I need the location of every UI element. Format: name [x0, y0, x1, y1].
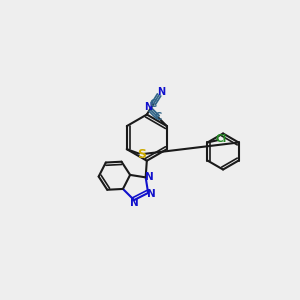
Text: N: N [147, 189, 156, 199]
Text: N: N [157, 87, 165, 97]
Text: C: C [150, 99, 157, 109]
Text: N: N [130, 198, 139, 208]
Text: N: N [145, 172, 153, 182]
Text: S: S [137, 148, 146, 161]
Text: Cl: Cl [216, 134, 227, 145]
Text: N: N [144, 103, 152, 112]
Text: C: C [154, 112, 161, 122]
